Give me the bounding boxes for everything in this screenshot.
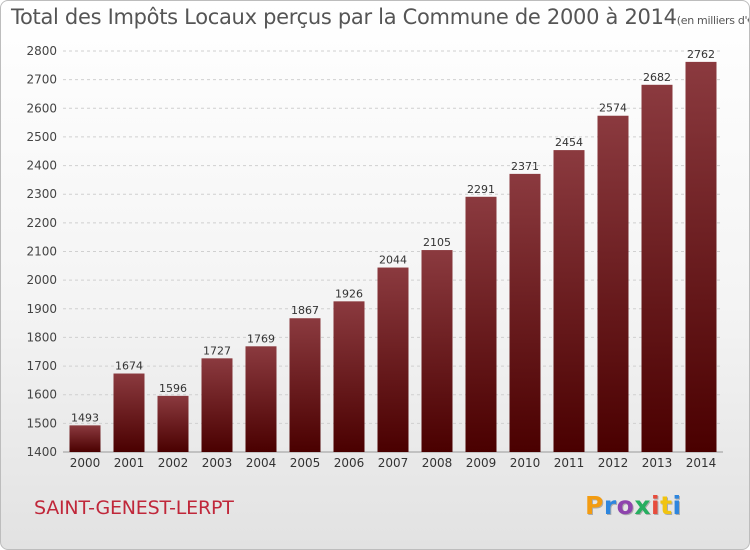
logo-letter: r	[603, 491, 617, 520]
value-label-2014: 2762	[687, 48, 715, 61]
x-tick-label-2003: 2003	[202, 456, 233, 470]
y-tick-label: 2600	[26, 101, 57, 115]
x-tick-label-2001: 2001	[114, 456, 145, 470]
y-tick-label: 2400	[26, 159, 57, 173]
logo-letter: i	[672, 491, 682, 520]
x-tick-label-2004: 2004	[246, 456, 277, 470]
bar-2013	[641, 84, 673, 452]
x-tick-label-2008: 2008	[422, 456, 453, 470]
bar-2000	[69, 425, 101, 452]
value-label-2006: 1926	[335, 287, 363, 300]
bar-2007	[377, 267, 409, 452]
x-tick-label-2005: 2005	[290, 456, 321, 470]
value-label-2010: 2371	[511, 160, 539, 173]
y-tick-label: 2300	[26, 187, 57, 201]
y-tick-label: 2700	[26, 73, 57, 87]
chart-title-text: Total des Impôts Locaux perçus par la Co…	[11, 5, 677, 29]
value-label-2008: 2105	[423, 236, 451, 249]
bar-2009	[465, 196, 497, 452]
logo-letter: i	[651, 491, 661, 520]
x-tick-label-2010: 2010	[510, 456, 541, 470]
chart-title-unit: (en milliers d'€)	[676, 14, 750, 27]
x-tick-label-2012: 2012	[598, 456, 629, 470]
y-tick-label: 2000	[26, 273, 57, 287]
y-tick-label: 1500	[26, 416, 57, 430]
x-axis-ticks: 2000 2001 2002 2003 2004 2005 2006 2007 2008 2009…	[70, 456, 717, 470]
x-tick-label-2002: 2002	[158, 456, 189, 470]
bar-2005	[289, 318, 321, 452]
bar-2001	[113, 373, 145, 452]
value-label-2002: 1596	[159, 382, 187, 395]
x-tick-label-2007: 2007	[378, 456, 409, 470]
x-tick-label-2011: 2011	[554, 456, 585, 470]
bar-2012	[597, 115, 629, 453]
x-tick-label-2013: 2013	[642, 456, 673, 470]
bar-2008	[421, 250, 453, 452]
proxiti-logo[interactable]: Proxiti	[585, 491, 682, 520]
bar-2003	[201, 358, 233, 452]
value-label-2009: 2291	[467, 183, 495, 196]
x-tick-label-2014: 2014	[686, 456, 717, 470]
logo-letter: o	[616, 491, 635, 520]
y-axis-ticks: 1400 1500 1600 1700 1800 1900 2000 2100 2200 2300…	[26, 44, 57, 459]
value-label-2011: 2454	[555, 136, 583, 149]
bar-2010	[509, 173, 541, 452]
bar-2004	[245, 346, 277, 452]
value-label-2013: 2682	[643, 71, 671, 84]
commune-name: SAINT-GENEST-LERPT	[34, 497, 234, 519]
value-label-2004: 1769	[247, 332, 275, 345]
value-label-2001: 1674	[115, 360, 143, 373]
y-tick-label: 1400	[26, 445, 57, 459]
bar-2002	[157, 395, 189, 452]
y-tick-label: 2500	[26, 130, 57, 144]
y-tick-label: 2800	[26, 44, 57, 58]
chart-title: Total des Impôts Locaux perçus par la Co…	[11, 5, 750, 29]
bar-2014	[685, 61, 717, 453]
y-tick-label: 2200	[26, 216, 57, 230]
y-tick-label: 2100	[26, 245, 57, 259]
value-labels: 1493 1674 1596 1727 1769 1867 1926 2044 2105 2291…	[71, 48, 715, 424]
y-tick-label: 1800	[26, 330, 57, 344]
bar-2011	[553, 150, 585, 452]
logo-letter: x	[634, 491, 651, 520]
logo-letter: P	[585, 491, 604, 520]
y-tick-label: 1900	[26, 302, 57, 316]
logo-letter: t	[660, 491, 673, 520]
x-tick-label-2009: 2009	[466, 456, 497, 470]
value-label-2003: 1727	[203, 344, 231, 357]
x-tick-label-2006: 2006	[334, 456, 365, 470]
y-tick-label: 1600	[26, 388, 57, 402]
value-label-2000: 1493	[71, 411, 99, 424]
y-tick-label: 1700	[26, 359, 57, 373]
value-label-2007: 2044	[379, 254, 407, 267]
x-tick-label-2000: 2000	[70, 456, 101, 470]
bar-2006	[333, 301, 365, 452]
value-label-2005: 1867	[291, 304, 319, 317]
value-label-2012: 2574	[599, 102, 627, 115]
bars	[69, 61, 717, 453]
